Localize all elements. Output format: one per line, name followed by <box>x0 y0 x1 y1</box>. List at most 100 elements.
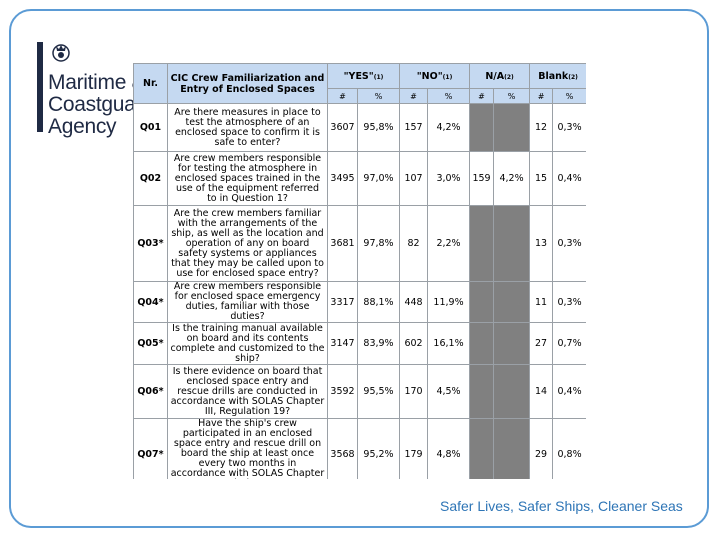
blank-count: 12 <box>529 103 554 152</box>
na-count-empty <box>469 205 495 282</box>
yes-count: 3568 <box>327 418 358 479</box>
question-text: Are crew members responsible for enclose… <box>167 281 328 323</box>
subheader-yes-percent: % <box>356 88 401 104</box>
question-text: Is the training manual available on boar… <box>167 322 328 365</box>
question-number: Q05* <box>133 322 168 365</box>
na-percent-empty <box>493 418 531 479</box>
yes-count: 3607 <box>327 103 358 152</box>
na-count: 159 <box>469 151 495 206</box>
header-blank-label: Blank <box>538 70 569 82</box>
yes-count: 3317 <box>327 281 358 323</box>
no-percent: 4,8% <box>427 418 471 479</box>
subheader-yes-count: # <box>327 88 358 104</box>
header-no-label: "NO" <box>416 70 443 82</box>
blank-count: 13 <box>529 205 554 282</box>
yes-count: 3147 <box>327 322 358 365</box>
header-title: CIC Crew Familiarization and Entry of En… <box>167 63 328 104</box>
header-no: "NO"(1) <box>399 63 471 89</box>
no-percent: 4,5% <box>427 364 471 419</box>
no-percent: 4,2% <box>427 103 471 152</box>
results-table-container: Nr. CIC Crew Familiarization and Entry o… <box>133 63 586 479</box>
question-text: Are crew members responsible for testing… <box>167 151 328 206</box>
blank-count: 15 <box>529 151 554 206</box>
question-number: Q01 <box>133 103 168 152</box>
blank-count: 11 <box>529 281 554 323</box>
blank-percent: 0,8% <box>552 418 586 479</box>
yes-percent: 95,5% <box>356 364 401 419</box>
question-number: Q03* <box>133 205 168 282</box>
question-number: Q02 <box>133 151 168 206</box>
table-row: Q06* Is there evidence on board that enc… <box>133 364 586 419</box>
question-number: Q04* <box>133 281 168 323</box>
subheader-na-percent: % <box>493 88 531 104</box>
na-percent-empty <box>493 281 531 323</box>
header-blank: Blank(2) <box>529 63 586 89</box>
na-percent-empty <box>493 322 531 365</box>
yes-count: 3592 <box>327 364 358 419</box>
blank-percent: 0,3% <box>552 103 586 152</box>
no-count: 448 <box>399 281 429 323</box>
no-count: 82 <box>399 205 429 282</box>
no-count: 107 <box>399 151 429 206</box>
royal-crest-icon <box>52 44 70 62</box>
logo-line-1: Maritime & <box>48 71 146 94</box>
question-text: Are the crew members familiar with the a… <box>167 205 328 282</box>
table-row: Q05* Is the training manual available on… <box>133 322 586 365</box>
yes-percent: 95,2% <box>356 418 401 479</box>
yes-count: 3681 <box>327 205 358 282</box>
no-percent: 11,9% <box>427 281 471 323</box>
na-percent-empty <box>493 103 531 152</box>
header-blank-note: (2) <box>568 73 578 81</box>
yes-percent: 95,8% <box>356 103 401 152</box>
logo-line-3: Agency <box>48 115 117 138</box>
blank-percent: 0,3% <box>552 281 586 323</box>
yes-count: 3495 <box>327 151 358 206</box>
no-count: 170 <box>399 364 429 419</box>
na-count-empty <box>469 418 495 479</box>
header-na-label: N/A <box>485 70 505 82</box>
yes-percent: 83,9% <box>356 322 401 365</box>
tagline: Safer Lives, Safer Ships, Cleaner Seas <box>440 498 683 514</box>
header-yes-note: (1) <box>373 73 384 81</box>
no-percent: 2,2% <box>427 205 471 282</box>
yes-percent: 88,1% <box>356 281 401 323</box>
blank-percent: 0,4% <box>552 151 586 206</box>
na-percent-empty <box>493 205 531 282</box>
subheader-na-count: # <box>469 88 495 104</box>
na-count-empty <box>469 281 495 323</box>
na-count-empty <box>469 322 495 365</box>
na-count-empty <box>469 364 495 419</box>
blank-percent: 0,4% <box>552 364 586 419</box>
header-na: N/A(2) <box>469 63 531 89</box>
blank-count: 27 <box>529 322 554 365</box>
na-percent: 4,2% <box>493 151 531 206</box>
table-row: Q03* Are the crew members familiar with … <box>133 205 586 282</box>
yes-percent: 97,0% <box>356 151 401 206</box>
na-count-empty <box>469 103 495 152</box>
blank-percent: 0,7% <box>552 322 586 365</box>
blank-count: 29 <box>529 418 554 479</box>
question-text: Have the ship's crew participated in an … <box>167 418 328 479</box>
blank-percent: 0,3% <box>552 205 586 282</box>
question-number: Q06* <box>133 364 168 419</box>
results-table: Nr. CIC Crew Familiarization and Entry o… <box>133 63 586 479</box>
yes-percent: 97,8% <box>356 205 401 282</box>
question-text: Is there evidence on board that enclosed… <box>167 364 328 419</box>
table-row: Q01 Are there measures in place to test … <box>133 103 586 152</box>
no-count: 602 <box>399 322 429 365</box>
blank-count: 14 <box>529 364 554 419</box>
na-percent-empty <box>493 364 531 419</box>
header-no-note: (1) <box>442 73 453 81</box>
header-yes-label: "YES" <box>343 70 374 82</box>
header-yes: "YES"(1) <box>326 63 401 89</box>
no-count: 157 <box>399 103 429 152</box>
subheader-blank-count: # <box>529 88 554 104</box>
table-row: Q04* Are crew members responsible for en… <box>133 281 586 323</box>
subheader-blank-percent: % <box>552 88 586 104</box>
subheader-no-percent: % <box>427 88 471 104</box>
no-count: 179 <box>399 418 429 479</box>
table-row: Q07* Have the ship's crew participated i… <box>133 418 586 479</box>
subheader-no-count: # <box>399 88 429 104</box>
no-percent: 3,0% <box>427 151 471 206</box>
no-percent: 16,1% <box>427 322 471 365</box>
